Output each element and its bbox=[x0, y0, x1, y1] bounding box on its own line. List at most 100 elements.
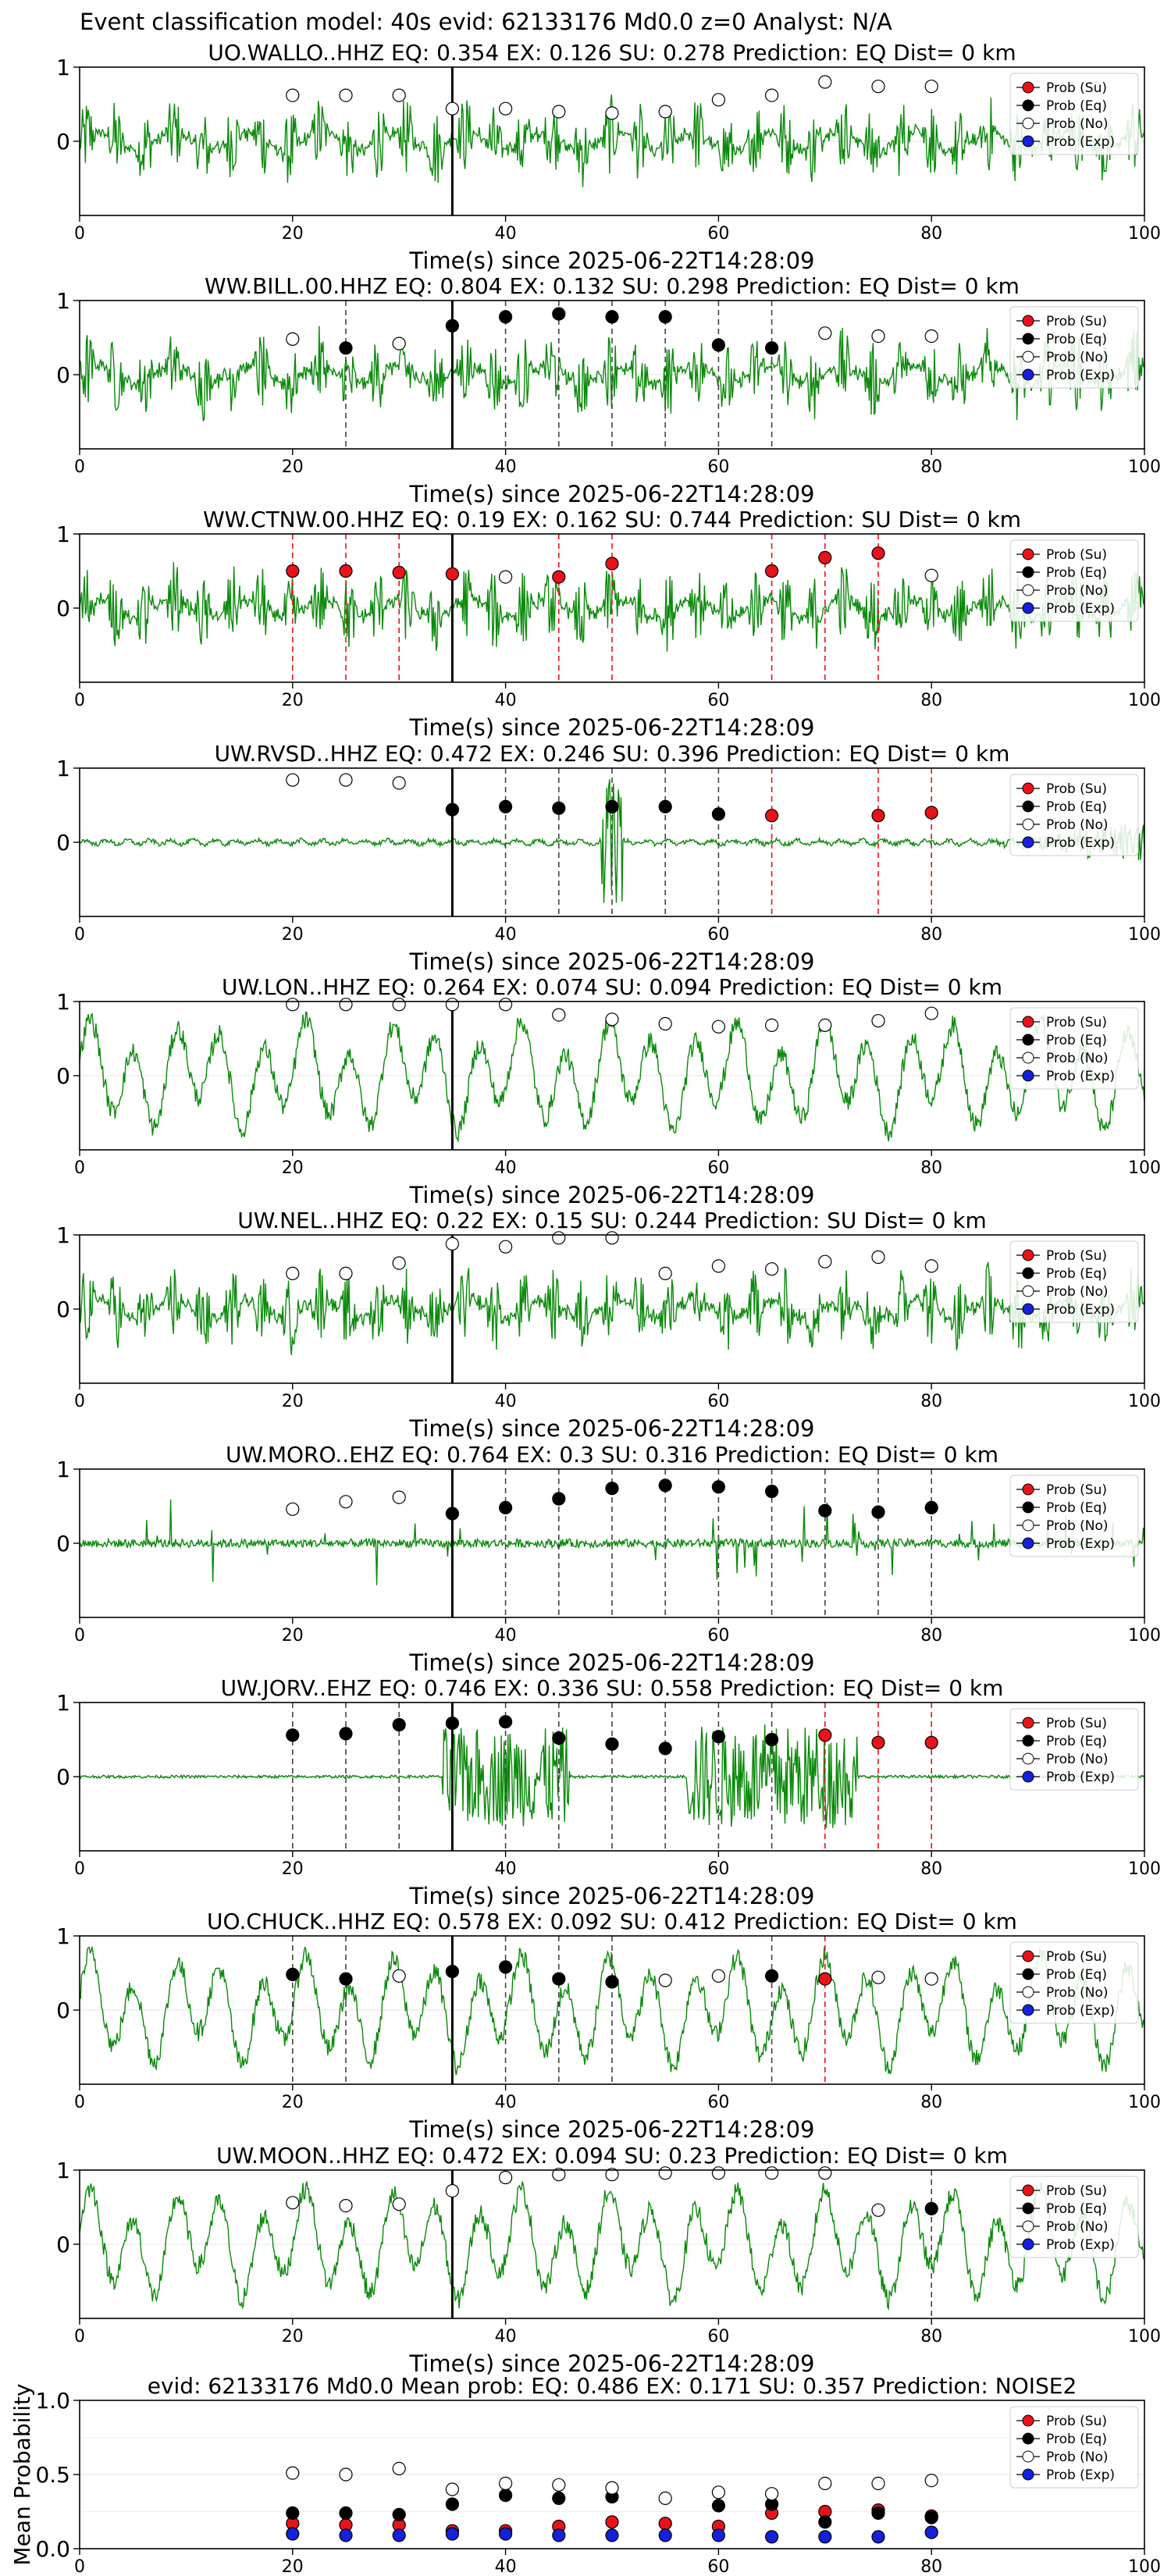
x-tick-label: 40 bbox=[495, 2093, 517, 2112]
legend-label: Prob (No) bbox=[1046, 583, 1109, 599]
x-axis-label: Time(s) since 2025-06-22T14:28:09 bbox=[409, 247, 815, 274]
prob-marker-no bbox=[711, 2166, 726, 2180]
prob-marker-eq bbox=[764, 341, 779, 355]
prob-marker-no bbox=[871, 1250, 885, 1265]
waveform-trace bbox=[80, 1011, 1144, 1144]
legend-label: Prob (No) bbox=[1046, 116, 1109, 132]
legend-label: Prob (No) bbox=[1046, 350, 1109, 365]
legend-marker-no bbox=[1022, 1051, 1034, 1064]
panel-uw-rvsd--hhz: UW.RVSD..HHZ EQ: 0.472 EX: 0.246 SU: 0.3… bbox=[56, 741, 1161, 975]
legend-marker-exp bbox=[1022, 602, 1034, 614]
mean-prob-point-no bbox=[924, 2474, 938, 2488]
legend-marker-su bbox=[1022, 315, 1034, 327]
prob-marker-no bbox=[445, 998, 460, 1012]
legend-marker-no bbox=[1022, 350, 1034, 363]
legend-label: Prob (Eq) bbox=[1046, 1266, 1107, 1282]
x-tick-label: 60 bbox=[707, 2093, 729, 2112]
prob-marker-eq bbox=[498, 1715, 513, 1729]
legend-marker-su bbox=[1022, 2184, 1034, 2197]
legend-label: Prob (No) bbox=[1046, 2219, 1109, 2235]
prob-marker-no bbox=[924, 329, 938, 343]
prob-marker-no bbox=[552, 1008, 566, 1022]
prob-marker-no bbox=[392, 336, 406, 350]
legend-label: Prob (Su) bbox=[1046, 2183, 1107, 2199]
prob-marker-eq bbox=[711, 338, 726, 352]
prob-marker-no bbox=[764, 2166, 779, 2180]
waveform-trace bbox=[80, 1499, 1144, 1585]
prob-marker-su bbox=[924, 806, 938, 820]
prob-marker-no bbox=[658, 1016, 672, 1031]
y-tick-label: 1 bbox=[56, 1457, 70, 1482]
legend-label: Prob (Su) bbox=[1046, 1949, 1107, 1965]
prob-marker-eq bbox=[498, 799, 513, 814]
prob-marker-su bbox=[818, 550, 832, 565]
legend-marker-su bbox=[1022, 782, 1034, 795]
waveform-trace bbox=[80, 1261, 1144, 1356]
legend-label: Prob (Su) bbox=[1046, 1248, 1107, 1264]
x-tick-label: 100 bbox=[1128, 2557, 1161, 2576]
legend-marker-exp bbox=[1022, 368, 1034, 381]
y-tick-label: 0 bbox=[56, 1297, 70, 1322]
prob-marker-no bbox=[658, 1973, 672, 1987]
x-tick-label: 20 bbox=[282, 925, 304, 945]
x-tick-label: 80 bbox=[920, 925, 942, 945]
prob-marker-eq bbox=[552, 1972, 566, 1986]
prob-marker-eq bbox=[764, 1732, 779, 1747]
x-tick-label: 60 bbox=[707, 2327, 729, 2347]
prob-marker-su bbox=[924, 1735, 938, 1749]
x-tick-label: 60 bbox=[707, 1392, 729, 1411]
x-tick-label: 40 bbox=[495, 691, 517, 710]
prob-marker-eq bbox=[658, 1742, 672, 1756]
prob-marker-no bbox=[339, 773, 353, 787]
prob-marker-eq bbox=[605, 1975, 619, 1989]
prob-marker-no bbox=[445, 101, 460, 116]
x-tick-label: 80 bbox=[920, 691, 942, 710]
prob-marker-eq bbox=[924, 2201, 938, 2215]
prob-marker-eq bbox=[605, 310, 619, 324]
x-tick-label: 40 bbox=[495, 1859, 517, 1879]
x-tick-label: 80 bbox=[920, 2557, 942, 2576]
mean-prob-point-eq bbox=[445, 2497, 460, 2511]
panel-title: UW.RVSD..HHZ EQ: 0.472 EX: 0.246 SU: 0.3… bbox=[215, 741, 1010, 767]
legend-label: Prob (Exp) bbox=[1046, 601, 1115, 617]
prob-marker-no bbox=[552, 2168, 566, 2182]
prob-marker-eq bbox=[339, 1972, 353, 1986]
prob-marker-eq bbox=[445, 1507, 460, 1521]
x-tick-label: 60 bbox=[707, 2557, 729, 2576]
panel-title: evid: 62133176 Md0.0 Mean prob: EQ: 0.48… bbox=[148, 2373, 1077, 2399]
prob-marker-su bbox=[764, 809, 779, 823]
legend-box bbox=[1009, 1941, 1139, 2024]
prob-marker-su bbox=[552, 570, 566, 584]
legend-label: Prob (Eq) bbox=[1046, 98, 1107, 114]
prob-marker-no bbox=[924, 80, 938, 94]
prob-marker-eq bbox=[339, 1727, 353, 1741]
prob-marker-no bbox=[605, 2168, 619, 2182]
legend: Prob (Su) Prob (Eq) Prob (No) Prob (Exp) bbox=[1009, 774, 1139, 856]
legend-label: Prob (Exp) bbox=[1046, 1069, 1115, 1084]
x-tick-label: 80 bbox=[920, 224, 942, 244]
prob-marker-no bbox=[392, 1490, 406, 1504]
mean-prob-point-eq bbox=[498, 2489, 513, 2503]
legend-label: Prob (Exp) bbox=[1046, 1302, 1115, 1318]
x-tick-label: 0 bbox=[74, 224, 85, 244]
x-tick-label: 100 bbox=[1128, 1392, 1161, 1411]
prob-marker-no bbox=[392, 998, 406, 1012]
prob-marker-eq bbox=[498, 1960, 513, 1974]
legend-label: Prob (Exp) bbox=[1046, 1770, 1115, 1785]
legend-marker-eq bbox=[1022, 99, 1034, 112]
mean-prob-point-eq bbox=[871, 2506, 885, 2520]
legend-box bbox=[1009, 73, 1139, 155]
waveform-trace bbox=[80, 94, 1144, 187]
prob-marker-no bbox=[498, 101, 513, 116]
prob-marker-no bbox=[924, 1006, 938, 1020]
legend-label: Prob (Eq) bbox=[1046, 2432, 1107, 2447]
prob-marker-no bbox=[498, 998, 513, 1012]
prob-marker-eq bbox=[818, 1503, 832, 1517]
panels: UO.WALLO..HHZ EQ: 0.354 EX: 0.126 SU: 0.… bbox=[9, 40, 1161, 2576]
mean-prob-point-eq bbox=[339, 2506, 353, 2520]
prob-marker-no bbox=[286, 773, 300, 787]
panel-uw-lon--hhz: UW.LON..HHZ EQ: 0.264 EX: 0.074 SU: 0.09… bbox=[56, 974, 1161, 1208]
mean-prob-point-exp bbox=[658, 2528, 672, 2542]
prob-marker-su bbox=[392, 565, 406, 580]
legend: Prob (Su) Prob (Eq) Prob (No) Prob (Exp) bbox=[1009, 1708, 1139, 1791]
